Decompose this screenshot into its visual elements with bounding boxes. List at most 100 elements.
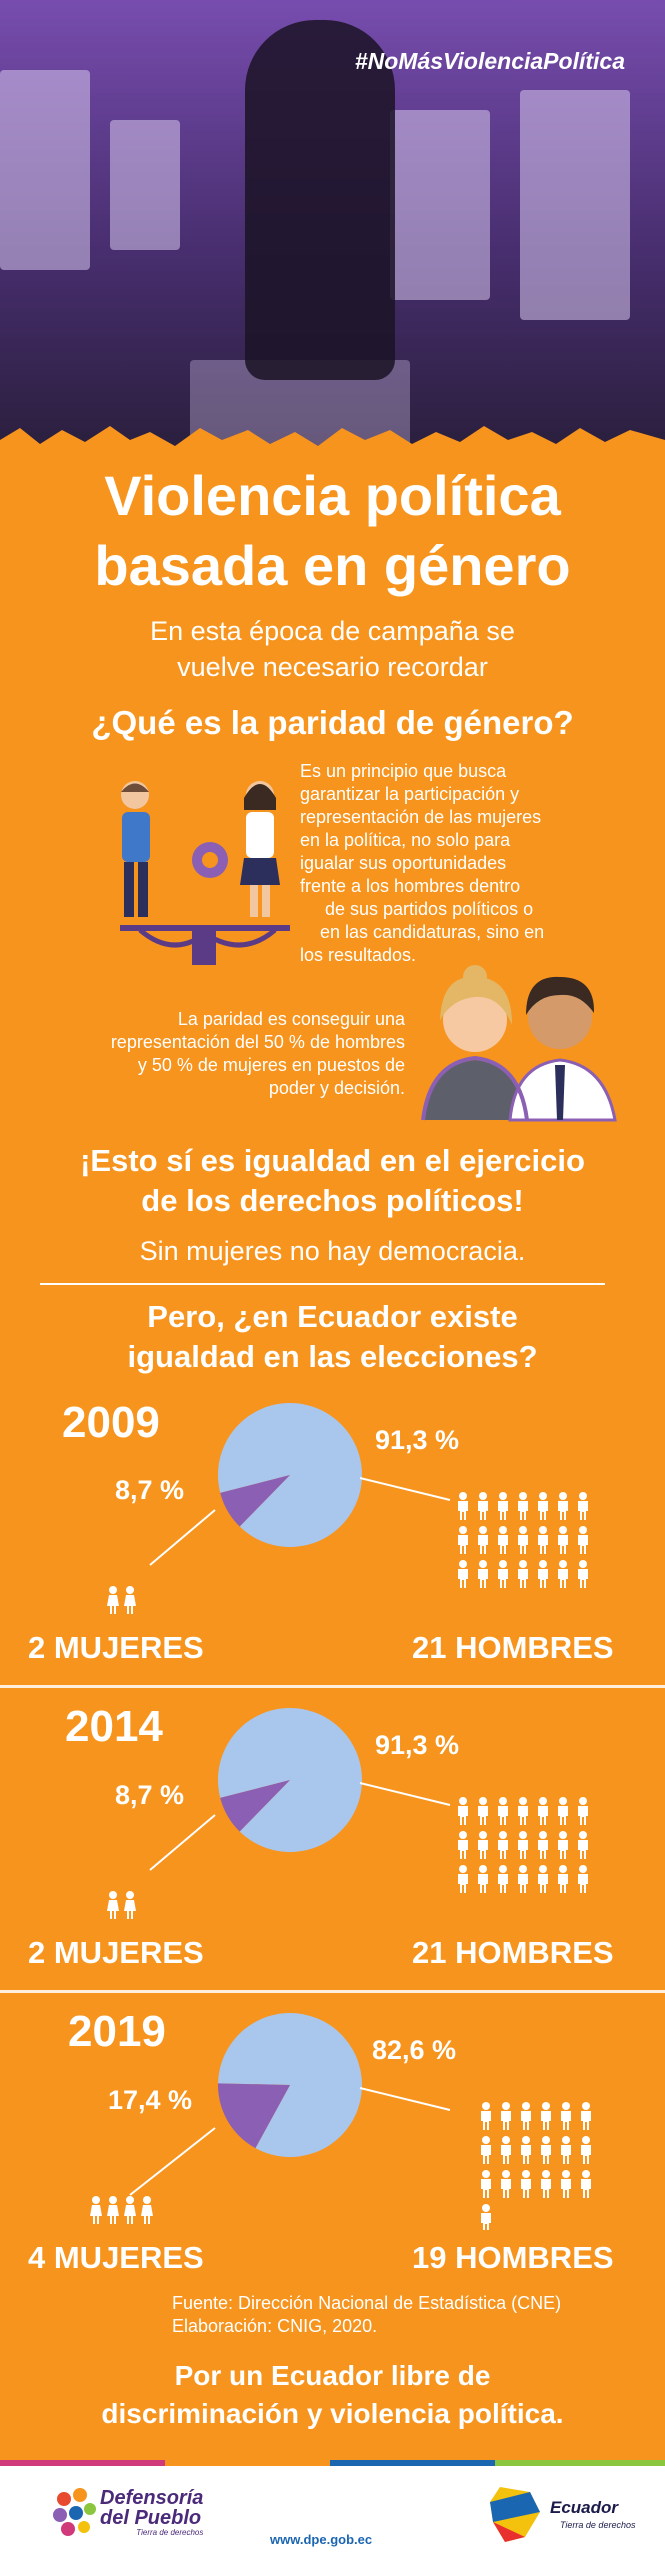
man-icon [478, 1526, 488, 1554]
logo-line: Defensoría [100, 2487, 204, 2509]
women-percent-label: 8,7 % [115, 1475, 185, 1505]
leader-lines [149, 1782, 451, 1871]
women-icon-group [107, 1891, 136, 1919]
man-icon [538, 1526, 548, 1554]
man-icon [581, 2102, 591, 2130]
woman-icon [124, 1586, 136, 1614]
man-icon [521, 2102, 531, 2130]
logo-line: del Pueblo [100, 2507, 202, 2529]
man-icon [501, 2102, 511, 2130]
men-count-label: 21 HOMBRES [412, 1935, 614, 1970]
man-icon [581, 2136, 591, 2164]
woman-icon [124, 2196, 136, 2224]
man-icon [561, 2102, 571, 2130]
man-icon [458, 1526, 468, 1554]
man-icon [578, 1492, 588, 1520]
man-icon [498, 1560, 508, 1588]
year-label: 2014 [65, 1702, 163, 1751]
divider [40, 1283, 605, 1285]
man-icon [518, 1560, 528, 1588]
question-ecuador-line2: igualdad en las elecciones? [127, 1339, 538, 1374]
website-link[interactable]: www.dpe.gob.ec [270, 2532, 373, 2547]
woman-man-portrait-illustration [421, 965, 617, 1122]
man-icon [538, 1492, 548, 1520]
women-percent-label: 8,7 % [115, 1780, 185, 1810]
women-count-label: 2 MUJERES [28, 1630, 204, 1665]
man-icon [498, 1492, 508, 1520]
question-paridad: ¿Qué es la paridad de género? [91, 704, 574, 741]
woman-icon [124, 1891, 136, 1919]
subtitle-line2: vuelve necesario recordar [177, 652, 488, 682]
men-percent-label: 82,6 % [372, 2035, 457, 2065]
woman-icon [107, 2196, 119, 2224]
man-icon [478, 1865, 488, 1893]
paridad50-line: representación del 50 % de hombres [110, 1032, 405, 1052]
pie-slice-women [220, 1475, 290, 1527]
pie-chart-2019 [218, 2013, 363, 2158]
paridad-50-text: La paridad es conseguir una representaci… [40, 1008, 405, 1100]
man-icon [518, 1865, 528, 1893]
women-count-label: 2 MUJERES [28, 1935, 204, 1970]
pie-chart-2014 [217, 1707, 362, 1852]
paridad-line: en las candidaturas, sino en [320, 922, 545, 942]
paridad-line: igualar sus oportunidades [300, 853, 507, 873]
man-icon [501, 2136, 511, 2164]
paridad-line: de sus partidos políticos o [325, 899, 534, 919]
women-count-label: 4 MUJERES [28, 2240, 204, 2275]
pie-chart-2009 [217, 1402, 362, 1547]
man-icon [561, 2136, 571, 2164]
man-icon [558, 1560, 568, 1588]
igualdad-line2: de los derechos políticos! [141, 1183, 524, 1218]
man-icon [558, 1865, 568, 1893]
man-icon [518, 1492, 528, 1520]
man-icon [458, 1865, 468, 1893]
women-percent-label: 17,4 % [108, 2085, 193, 2115]
man-icon [558, 1797, 568, 1825]
paridad-line: representación de las mujeres [300, 807, 542, 827]
man-icon [518, 1831, 528, 1859]
man-icon [481, 2136, 491, 2164]
ecuador-logo-tagline: Tierra de derechos [560, 2520, 636, 2530]
page-title-line1: Violencia política [104, 464, 561, 527]
leader-lines [149, 1477, 451, 1566]
leader-lines [129, 2087, 451, 2196]
man-icon [541, 2170, 551, 2198]
woman-icon [107, 1891, 119, 1919]
paridad50-line: La paridad es conseguir una [177, 1009, 405, 1029]
year-label: 2019 [68, 2007, 166, 2056]
question-ecuador-line1: Pero, ¿en Ecuador existe [147, 1299, 518, 1334]
woman-icon [90, 2196, 102, 2224]
man-icon [578, 1560, 588, 1588]
source-line: Fuente: Dirección Nacional de Estadístic… [172, 2293, 562, 2313]
man-icon [578, 1865, 588, 1893]
paridad50-line: poder y decisión. [268, 1078, 405, 1098]
man-icon [481, 2102, 491, 2130]
year-label: 2009 [62, 1398, 160, 1447]
men-icon-group [458, 1492, 588, 1588]
subtitle-line1: En esta época de campaña se [150, 616, 515, 646]
man-icon [481, 2170, 491, 2198]
torn-edge [0, 426, 665, 460]
men-percent-label: 91,3 % [375, 1730, 460, 1760]
paridad50-line: y 50 % de mujeres en puestos de [137, 1055, 405, 1075]
man-icon [578, 1797, 588, 1825]
hero-photo [0, 0, 665, 450]
man-icon [501, 2170, 511, 2198]
man-icon [498, 1797, 508, 1825]
man-icon [458, 1797, 468, 1825]
credit-line: Elaboración: CNIG, 2020. [172, 2316, 378, 2336]
pie-slice-women [218, 2083, 290, 2149]
man-icon [498, 1831, 508, 1859]
men-icon-group [458, 1797, 588, 1893]
igualdad-line1: ¡Esto sí es igualdad en el ejercicio [80, 1143, 585, 1178]
pie-slice-men [217, 1402, 362, 1547]
man-icon [478, 1831, 488, 1859]
man-icon [558, 1831, 568, 1859]
pie-slice-women [220, 1780, 290, 1832]
paridad-line: Es un principio que busca [300, 761, 507, 781]
man-icon [521, 2136, 531, 2164]
man-icon [538, 1865, 548, 1893]
man-icon [458, 1831, 468, 1859]
closing-line2: discriminación y violencia política. [101, 2398, 564, 2429]
section-separator [0, 1685, 665, 1688]
